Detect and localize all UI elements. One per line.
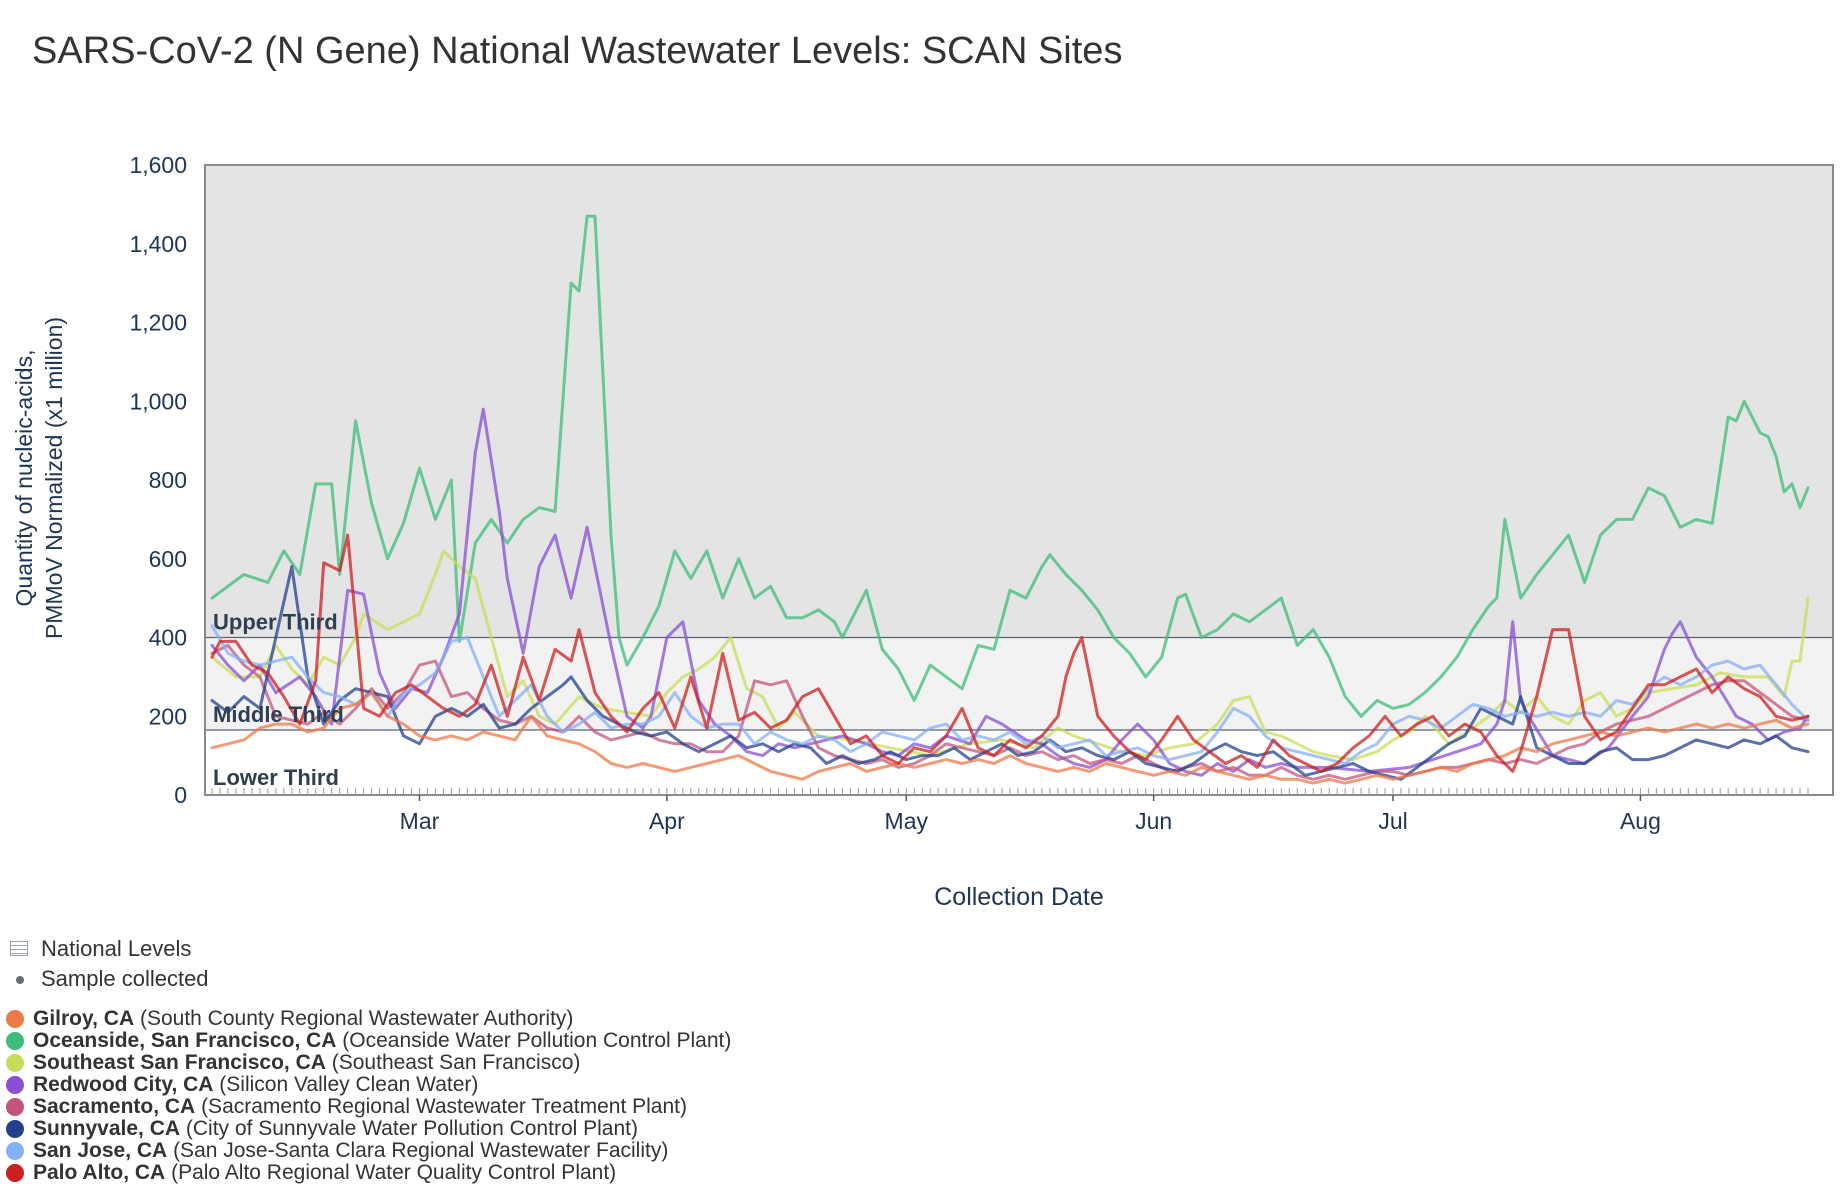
y-axis: 0 200 400 600 800 1,000 1,200 1,400 1,600 (129, 152, 187, 808)
y-axis-title-line-2: PMMoV Normalized (x1 million) (41, 317, 67, 639)
x-tick-label-aug: Aug (1620, 808, 1661, 834)
site-city: Gilroy, CA (33, 1007, 135, 1030)
series-line-san-jose-ca[interactable] (210, 624, 1810, 765)
series-line-palo-alto-ca[interactable] (210, 533, 1810, 773)
national-level-labels: Upper Third Middle Third Lower Third (213, 610, 344, 791)
x-tick-label-jun: Jun (1135, 808, 1172, 834)
site-legend-item[interactable]: Sunnyvale, CA (City of Sunnyvale Water P… (6, 1118, 1846, 1140)
site-facility: (Southeast San Francisco) (331, 1051, 581, 1074)
national-level-bands (205, 165, 1833, 795)
national-level-boundaries (205, 636, 1833, 731)
site-city: Oceanside, San Francisco, CA (33, 1029, 337, 1052)
site-facility: (South County Regional Wastewater Author… (139, 1007, 574, 1030)
site-facility: (Sacramento Regional Wastewater Treatmen… (201, 1095, 687, 1118)
x-axis-title: Collection Date (934, 883, 1104, 911)
series-line-gilroy-ca[interactable] (210, 691, 1810, 785)
site-city: Sunnyvale, CA (33, 1117, 181, 1140)
y-tick-label: 400 (149, 625, 187, 651)
y-axis-title-line-1: Quantity of nucleic-acids, (11, 350, 37, 607)
y-tick-label: 1,400 (129, 231, 187, 257)
site-legend-text: Gilroy, CA (South County Regional Wastew… (33, 1008, 573, 1030)
chart: Upper Third Middle Third Lower Third 0 200 4… (11, 152, 1834, 911)
series-line-sacramento-ca[interactable] (210, 643, 1810, 781)
site-color-dot-icon (6, 1010, 24, 1028)
y-tick-label: 600 (149, 546, 187, 572)
band-label-lower-third: Lower Third (213, 765, 339, 790)
site-legend-text: San Jose, CA (San Jose-Santa Clara Regio… (33, 1140, 668, 1162)
y-tick-label: 1,000 (129, 388, 187, 414)
legend: National Levels Sample collected (6, 934, 1846, 994)
site-facility: (Silicon Valley Clean Water) (219, 1073, 479, 1096)
site-facility: (City of Sunnyvale Water Pollution Contr… (185, 1117, 638, 1140)
band-label-middle-third: Middle Third (213, 702, 344, 727)
site-color-dot-icon (6, 1076, 24, 1094)
site-legend-text: Sacramento, CA (Sacramento Regional Wast… (33, 1096, 687, 1118)
site-legend-item[interactable]: Palo Alto, CA (Palo Alto Regional Water … (6, 1162, 1846, 1184)
series-layer (210, 214, 1810, 785)
series-line-oceanside-san-francisco-ca[interactable] (210, 214, 1810, 718)
x-tick-label-may: May (885, 808, 929, 834)
y-tick-label: 800 (149, 467, 187, 493)
legend-sample-collected-label: Sample collected (41, 966, 209, 991)
striped-box-icon (10, 941, 28, 956)
site-legend: Gilroy, CA (South County Regional Wastew… (6, 1008, 1846, 1184)
legend-national-levels[interactable]: National Levels (6, 934, 1846, 964)
band-middle-third (205, 637, 1833, 731)
y-tick-label: 1,600 (129, 152, 187, 178)
plot-frame (204, 164, 1834, 796)
site-city: Southeast San Francisco, CA (33, 1051, 326, 1074)
series-line-redwood-city-ca[interactable] (210, 407, 1810, 777)
site-color-dot-icon (6, 1120, 24, 1138)
site-facility: (Palo Alto Regional Water Quality Contro… (171, 1161, 617, 1184)
page-title: SARS-CoV-2 (N Gene) National Wastewater … (32, 30, 1123, 72)
dot-icon (16, 976, 24, 984)
site-legend-text: Redwood City, CA (Silicon Valley Clean W… (33, 1074, 478, 1096)
site-color-dot-icon (6, 1054, 24, 1072)
site-legend-item[interactable]: Oceanside, San Francisco, CA (Oceanside … (6, 1030, 1846, 1052)
site-color-dot-icon (6, 1164, 24, 1182)
site-facility: (San Jose-Santa Clara Regional Wastewate… (173, 1139, 669, 1162)
site-facility: (Oceanside Water Pollution Control Plant… (342, 1029, 732, 1052)
site-color-dot-icon (6, 1098, 24, 1116)
band-label-upper-third: Upper Third (213, 610, 338, 635)
site-legend-item[interactable]: Southeast San Francisco, CA (Southeast S… (6, 1052, 1846, 1074)
x-tick-label-mar: Mar (400, 808, 440, 834)
x-tick-label-jul: Jul (1378, 808, 1407, 834)
x-tick-label-apr: Apr (649, 808, 685, 834)
site-legend-item[interactable]: Gilroy, CA (South County Regional Wastew… (6, 1008, 1846, 1030)
x-axis: Mar Apr May Jun Jul Aug (211, 788, 1809, 834)
site-legend-text: Southeast San Francisco, CA (Southeast S… (33, 1052, 580, 1074)
site-legend-item[interactable]: San Jose, CA (San Jose-Santa Clara Regio… (6, 1140, 1846, 1162)
site-legend-item[interactable]: Redwood City, CA (Silicon Valley Clean W… (6, 1074, 1846, 1096)
legend-sample-collected[interactable]: Sample collected (6, 964, 1846, 994)
band-upper-third (205, 165, 1833, 638)
site-city: Redwood City, CA (33, 1073, 214, 1096)
site-color-dot-icon (6, 1142, 24, 1160)
y-tick-label: 200 (149, 703, 187, 729)
site-color-dot-icon (6, 1032, 24, 1050)
legend-national-levels-label: National Levels (41, 936, 192, 961)
site-legend-item[interactable]: Sacramento, CA (Sacramento Regional Wast… (6, 1096, 1846, 1118)
site-city: Palo Alto, CA (33, 1161, 166, 1184)
y-tick-label: 0 (174, 782, 187, 808)
y-tick-label: 1,200 (129, 310, 187, 336)
site-legend-text: Palo Alto, CA (Palo Alto Regional Water … (33, 1162, 616, 1184)
site-legend-text: Oceanside, San Francisco, CA (Oceanside … (33, 1030, 731, 1052)
site-city: San Jose, CA (33, 1139, 168, 1162)
site-legend-text: Sunnyvale, CA (City of Sunnyvale Water P… (33, 1118, 638, 1140)
site-city: Sacramento, CA (33, 1095, 196, 1118)
